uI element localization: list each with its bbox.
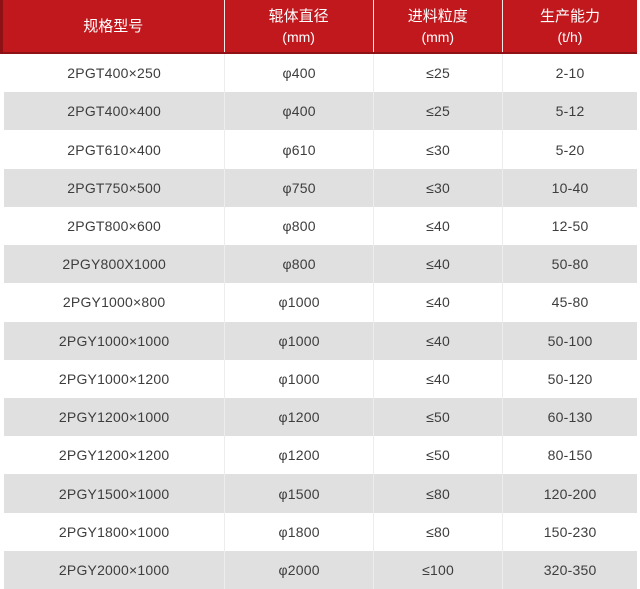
cell-feed-size: ≤30 (373, 130, 502, 169)
cell-model: 2PGY800X1000 (62, 256, 166, 273)
cell-capacity: 2-10 (502, 54, 637, 93)
table-row: 2PGY1000×1000 φ1000 ≤40 50-100 (4, 321, 637, 360)
header-feed-size-label: 进料粒度 (407, 7, 468, 25)
table-row: 2PGY2000×1000 φ2000 ≤100 320-350 (4, 550, 637, 589)
table-row: 2PGT800×600 φ800 ≤40 12-50 (4, 206, 637, 246)
table-row: 2PGY1000×800 φ1000 ≤40 45-80 (4, 283, 637, 322)
header-roller-diameter-unit: (mm) (282, 28, 315, 45)
cell-feed-size: ≤100 (373, 550, 502, 589)
header-roller-diameter-label: 辊体直径 (268, 7, 329, 25)
cell-capacity: 50-100 (502, 321, 637, 360)
cell-capacity: 10-40 (502, 168, 637, 207)
table-row: 2PGY1200×1000 φ1200 ≤50 60-130 (4, 397, 637, 437)
cell-feed-size: ≤25 (373, 92, 502, 131)
header-capacity: 生产能力 (t/h) (501, 0, 637, 52)
cell-capacity: 5-12 (502, 92, 637, 131)
cell-model: 2PGY1500×1000 (58, 485, 170, 502)
cell-feed-size: ≤40 (373, 245, 502, 284)
header-feed-size: 进料粒度 (mm) (372, 0, 502, 52)
cell-model: 2PGT610×400 (67, 141, 161, 158)
cell-capacity: 50-120 (502, 359, 637, 398)
table-row: 2PGY1800×1000 φ1800 ≤80 150-230 (4, 512, 637, 551)
cell-roller-diameter: φ1500 (224, 474, 373, 513)
table-row: 2PGY1200×1200 φ1200 ≤50 80-150 (4, 436, 637, 475)
cell-model: 2PGY1800×1000 (58, 523, 170, 540)
cell-roller-diameter: φ400 (224, 92, 373, 131)
cell-roller-diameter: φ1000 (224, 359, 373, 398)
table-row: 2PGY1000×1200 φ1000 ≤40 50-120 (4, 359, 637, 398)
cell-capacity: 150-230 (502, 512, 637, 551)
cell-capacity: 60-130 (502, 397, 637, 437)
cell-feed-size: ≤50 (373, 397, 502, 437)
cell-feed-size: ≤40 (373, 206, 502, 246)
cell-roller-diameter: φ1200 (224, 397, 373, 437)
cell-feed-size: ≤25 (373, 54, 502, 93)
cell-capacity: 80-150 (502, 436, 637, 475)
cell-feed-size: ≤40 (373, 283, 502, 322)
cell-roller-diameter: φ1800 (224, 512, 373, 551)
cell-feed-size: ≤40 (373, 321, 502, 360)
cell-roller-diameter: φ750 (224, 168, 373, 207)
cell-model: 2PGY1000×1200 (58, 370, 170, 387)
header-model: 规格型号 (3, 0, 224, 52)
cell-model: 2PGT750×500 (67, 179, 161, 196)
cell-capacity: 120-200 (502, 474, 637, 513)
header-capacity-unit: (t/h) (557, 28, 583, 45)
cell-feed-size: ≤80 (373, 512, 502, 551)
cell-roller-diameter: φ400 (224, 54, 373, 93)
table-row: 2PGT750×500 φ750 ≤30 10-40 (4, 168, 637, 207)
header-feed-size-unit: (mm) (421, 28, 455, 45)
cell-model: 2PGY1200×1200 (58, 447, 170, 464)
cell-feed-size: ≤50 (373, 436, 502, 475)
cell-model: 2PGT400×400 (67, 103, 161, 120)
cell-capacity: 5-20 (502, 130, 637, 169)
header-roller-diameter: 辊体直径 (mm) (223, 0, 373, 52)
table-header-row: 规格型号 辊体直径 (mm) 进料粒度 (mm) 生产能力 (t/h) (0, 0, 637, 54)
table-row: 2PGT610×400 φ610 ≤30 5-20 (4, 130, 637, 169)
cell-model: 2PGY1000×800 (62, 294, 166, 311)
cell-roller-diameter: φ1200 (224, 436, 373, 475)
cell-model: 2PGY1000×1000 (58, 332, 170, 349)
table-row: 2PGT400×250 φ400 ≤25 2-10 (4, 54, 637, 93)
cell-capacity: 45-80 (502, 283, 637, 322)
cell-model: 2PGY2000×1000 (58, 561, 170, 578)
cell-feed-size: ≤40 (373, 359, 502, 398)
table-row: 2PGY1500×1000 φ1500 ≤80 120-200 (4, 474, 637, 513)
cell-capacity: 50-80 (502, 245, 637, 284)
header-model-label: 规格型号 (83, 17, 144, 35)
cell-roller-diameter: φ1000 (224, 321, 373, 360)
table-row: 2PGT400×400 φ400 ≤25 5-12 (4, 92, 637, 131)
table-row: 2PGY800X1000 φ800 ≤40 50-80 (4, 245, 637, 284)
cell-roller-diameter: φ1000 (224, 283, 373, 322)
cell-roller-diameter: φ800 (224, 245, 373, 284)
cell-feed-size: ≤30 (373, 168, 502, 207)
cell-roller-diameter: φ610 (224, 130, 373, 169)
cell-model: 2PGY1200×1000 (58, 409, 170, 426)
cell-capacity: 320-350 (502, 550, 637, 589)
cell-model: 2PGT400×250 (67, 65, 161, 82)
cell-feed-size: ≤80 (373, 474, 502, 513)
cell-roller-diameter: φ2000 (224, 550, 373, 589)
table-body: 2PGT400×250 φ400 ≤25 2-10 2PGT400×400 φ400 ≤25… (4, 54, 637, 589)
cell-capacity: 12-50 (502, 206, 637, 246)
cell-model: 2PGT800×600 (67, 217, 161, 234)
header-capacity-label: 生产能力 (539, 7, 600, 25)
cell-roller-diameter: φ800 (224, 206, 373, 246)
